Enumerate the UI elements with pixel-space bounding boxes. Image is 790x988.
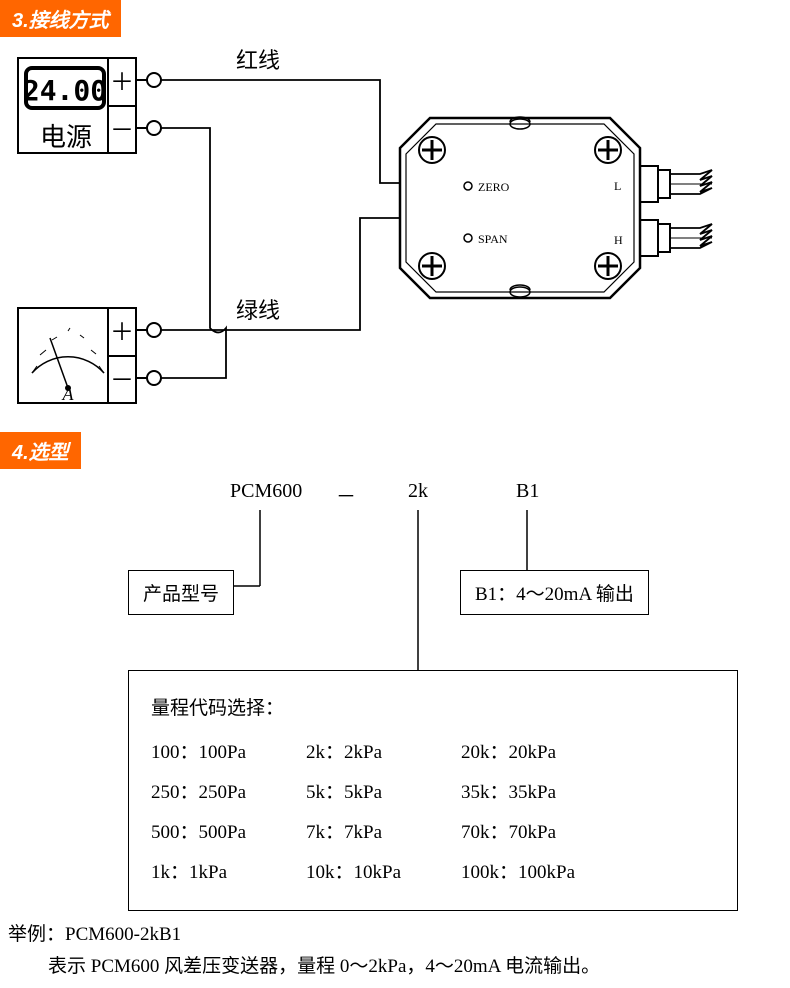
ranges-title: 量程代码选择： <box>151 689 715 729</box>
power-label: 电源 <box>40 123 92 152</box>
section-4-header: 4.选型 <box>0 432 81 469</box>
range-item: 500：500Pa <box>151 813 246 853</box>
barb-port-l <box>640 166 712 202</box>
barb-port-h <box>640 220 712 256</box>
display-value: 24.00 <box>23 74 107 107</box>
range-item: 100k：100kPa <box>461 853 575 893</box>
range-item: 35k：35kPa <box>461 773 575 813</box>
example-line1: 举例：PCM600-2kB1 <box>8 920 181 950</box>
range-item: 2k：2kPa <box>306 733 401 773</box>
power-supply: 24.00 电源 ＋ － <box>18 58 161 153</box>
plus-terminal-ammeter: ＋ <box>110 320 134 346</box>
minus-terminal-power: － <box>110 118 134 144</box>
range-item: 70k：70kPa <box>461 813 575 853</box>
wires <box>161 80 400 378</box>
range-item: 20k：20kPa <box>461 733 575 773</box>
wiring-diagram: 24.00 电源 ＋ － A ＋ － <box>0 28 790 448</box>
range-item: 7k：7kPa <box>306 813 401 853</box>
green-wire-label: 绿线 <box>236 298 280 323</box>
red-wire-label: 红线 <box>236 48 280 73</box>
minus-terminal-ammeter: － <box>110 368 134 394</box>
range-item: 1k：1kPa <box>151 853 246 893</box>
range-item: 10k：10kPa <box>306 853 401 893</box>
plus-terminal-power: ＋ <box>110 70 134 96</box>
output-box: B1：4～20mA 输出 <box>460 570 649 615</box>
port-h-label: H <box>614 233 623 247</box>
product-model-box: 产品型号 <box>128 570 234 615</box>
range-item: 100：100Pa <box>151 733 246 773</box>
port-l-label: L <box>614 179 621 193</box>
ranges-box: 量程代码选择： 100：100Pa 250：250Pa 500：500Pa 1k… <box>128 670 738 911</box>
ranges-col-3: 20k：20kPa 35k：35kPa 70k：70kPa 100k：100kP… <box>461 733 575 893</box>
range-item: 250：250Pa <box>151 773 246 813</box>
range-item: 5k：5kPa <box>306 773 401 813</box>
ranges-col-1: 100：100Pa 250：250Pa 500：500Pa 1k：1kPa <box>151 733 246 893</box>
pressure-sensor: ZERO SPAN L H <box>400 117 712 298</box>
span-label: SPAN <box>478 232 508 246</box>
ammeter: A ＋ － <box>18 308 161 404</box>
example-line2: 表示 PCM600 风差压变送器，量程 0～2kPa，4～20mA 电流输出。 <box>48 952 600 982</box>
ammeter-label: A <box>62 384 75 404</box>
zero-label: ZERO <box>478 180 510 194</box>
ranges-col-2: 2k：2kPa 5k：5kPa 7k：7kPa 10k：10kPa <box>306 733 401 893</box>
